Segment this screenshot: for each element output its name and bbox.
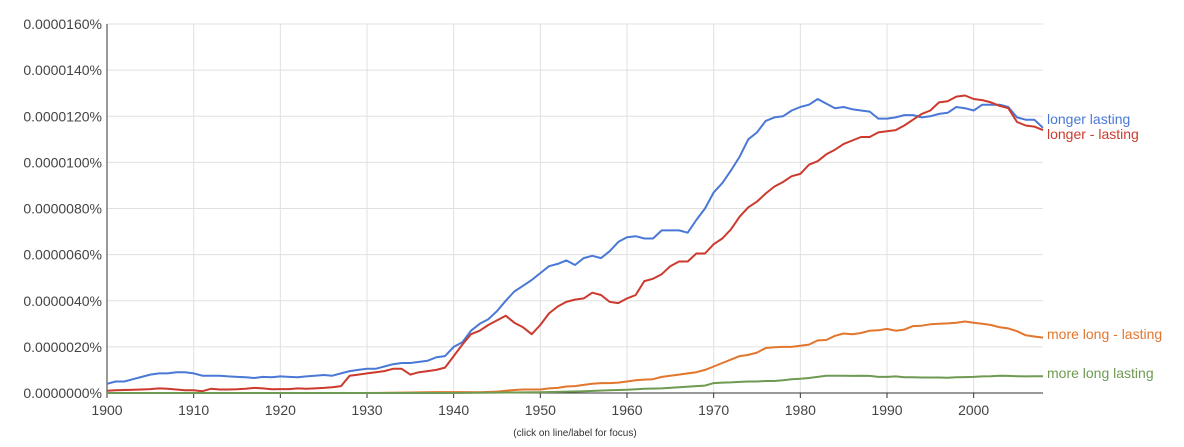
series-label-more-long-lasting[interactable]: more long - lasting xyxy=(1047,326,1162,342)
grid-lines xyxy=(107,23,1043,393)
y-axis-ticks: 0.0000000% 0.0000020% 0.0000040% 0.0000060%… xyxy=(23,16,102,401)
y-tick-label: 0.0000020% xyxy=(23,339,102,355)
y-tick-label: 0.0000040% xyxy=(23,293,102,309)
y-tick-label: 0.0000060% xyxy=(23,247,102,263)
footnote: (click on line/label for focus) xyxy=(513,428,637,439)
series-label-more-long-lasting[interactable]: more long lasting xyxy=(1047,365,1154,381)
x-tick-label: 1960 xyxy=(611,402,642,418)
series-line-longer-lasting[interactable] xyxy=(106,94,1044,393)
x-axis-ticks: 1900 1910 1920 1930 1940 1950 1960 1970 1980 1990… xyxy=(91,393,989,418)
y-tick-label: 0.0000100% xyxy=(23,154,102,170)
x-tick-label: 2000 xyxy=(958,402,989,418)
x-tick-label: 1930 xyxy=(351,402,382,418)
series-line-more-long-lasting[interactable] xyxy=(107,320,1044,394)
x-tick-label: 1990 xyxy=(871,402,902,418)
x-tick-label: 1980 xyxy=(785,402,816,418)
y-tick-label: 0.0000080% xyxy=(23,201,102,217)
y-tick-label: 0.0000120% xyxy=(23,108,102,124)
y-tick-label: 0.0000140% xyxy=(23,62,102,78)
series-label-longer-lasting[interactable]: longer lasting xyxy=(1047,111,1130,127)
x-tick-label: 1920 xyxy=(265,402,296,418)
series-label-longer-lasting[interactable]: longer - lasting xyxy=(1047,126,1139,142)
x-tick-label: 1970 xyxy=(698,402,729,418)
y-tick-label: 0.0000160% xyxy=(23,16,102,32)
x-tick-label: 1910 xyxy=(178,402,209,418)
x-tick-label: 1940 xyxy=(438,402,469,418)
x-tick-label: 1900 xyxy=(91,402,122,418)
y-tick-label: 0.0000000% xyxy=(23,385,102,401)
series-line-more-long-lasting[interactable] xyxy=(107,374,1043,394)
series-line-longer-lasting[interactable] xyxy=(106,98,1044,385)
x-tick-label: 1950 xyxy=(525,402,556,418)
series-lines[interactable] xyxy=(106,94,1044,394)
